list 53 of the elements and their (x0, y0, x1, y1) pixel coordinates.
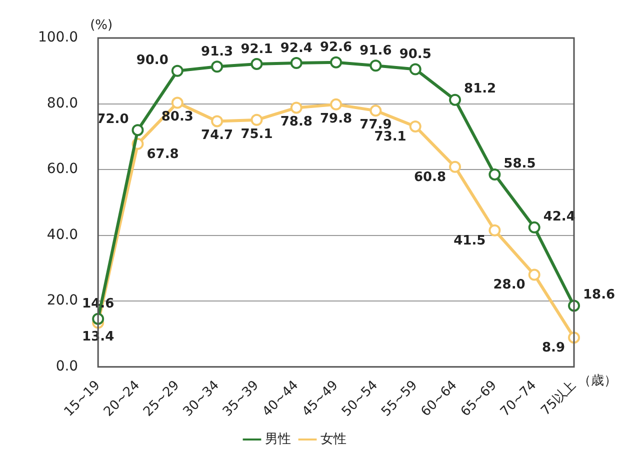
point (488, 168, 501, 180)
data-label: 81.2 (464, 82, 496, 97)
data-label: 79.8 (320, 111, 352, 126)
y-tick-label: 80.0 (46, 95, 78, 112)
data-label: 91.6 (360, 44, 392, 58)
point (370, 104, 382, 117)
data-label: 58.5 (504, 156, 536, 172)
data-label: 72.0 (96, 112, 129, 127)
data-label: 74.7 (201, 128, 234, 144)
legend-label: 男性 (265, 432, 291, 447)
data-label: 90.0 (136, 52, 168, 68)
point (250, 58, 263, 70)
point (528, 268, 540, 281)
y-axis-title: (%) (90, 18, 113, 33)
point (211, 60, 224, 73)
data-label: 28.0 (493, 278, 526, 293)
point (409, 120, 422, 132)
point (449, 160, 462, 173)
legend-label: 女性 (320, 432, 346, 447)
point (290, 56, 302, 69)
point (211, 115, 224, 128)
point (449, 94, 462, 106)
point (528, 221, 540, 234)
data-label: 18.6 (583, 288, 616, 303)
data-label: 91.3 (201, 44, 234, 60)
data-label: 41.5 (454, 233, 486, 248)
data-label: 92.4 (280, 40, 312, 56)
point (132, 124, 144, 136)
data-label: 67.8 (146, 146, 179, 162)
point (250, 114, 263, 126)
y-tick-label: 0.0 (56, 358, 78, 375)
point (290, 102, 302, 114)
point (171, 96, 184, 109)
x-tick-label: 75以上 (538, 378, 580, 419)
y-tick-label: 20.0 (46, 292, 78, 309)
y-tick-label: 100.0 (38, 30, 78, 46)
data-label: 73.1 (374, 129, 406, 144)
point (370, 60, 382, 72)
data-label: 78.8 (280, 114, 312, 130)
data-label: 92.6 (320, 40, 352, 56)
data-label: 75.1 (240, 126, 273, 142)
y-tick-label: 40.0 (46, 226, 78, 243)
data-label: 8.9 (542, 340, 565, 356)
point (330, 98, 342, 110)
point (488, 224, 501, 236)
data-label: 60.8 (414, 170, 446, 185)
x-axis-title: （歳） (578, 374, 617, 389)
point (171, 64, 184, 77)
data-label: 92.1 (240, 42, 273, 57)
point (409, 63, 422, 76)
point (330, 56, 342, 68)
y-tick-label: 60.0 (46, 161, 78, 178)
data-label: 90.5 (399, 47, 432, 62)
